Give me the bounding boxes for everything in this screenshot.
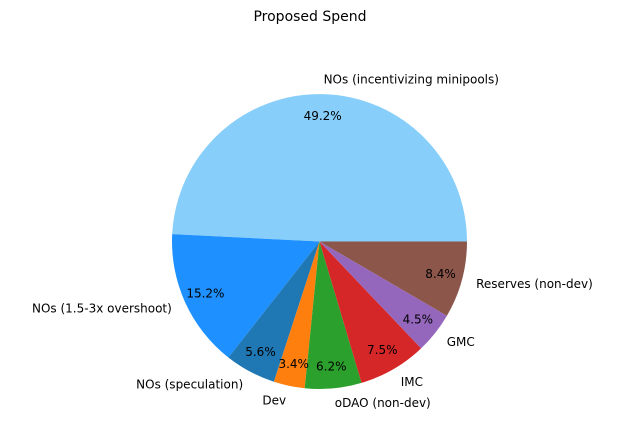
pct-label-reserves-non-dev: 8.4%: [425, 267, 456, 281]
pct-label-gmc: 4.5%: [403, 312, 434, 326]
category-label-nos-1-5-3x-overshoot: NOs (1.5-3x overshoot): [32, 302, 172, 316]
category-label-dev: Dev: [262, 393, 286, 407]
pct-label-odao-non-dev: 6.2%: [316, 359, 347, 373]
pie-slice-gmc: [319, 241, 447, 349]
category-label-nos-incentivizing-minipools: NOs (incentivizing minipools): [324, 72, 499, 86]
category-label-imc: IMC: [401, 375, 423, 389]
pct-label-dev: 3.4%: [278, 357, 309, 371]
pct-label-nos-speculation: 5.6%: [245, 345, 276, 359]
category-label-nos-speculation: NOs (speculation): [136, 378, 243, 392]
category-label-reserves-non-dev: Reserves (non-dev): [476, 277, 593, 291]
pie-slice-dev: [273, 241, 320, 389]
pie-slice-reserves-non-dev: [319, 241, 467, 316]
pct-label-imc: 7.5%: [367, 343, 398, 357]
pie-category-labels: NOs (incentivizing minipools) NOs (1.5-3x…: [32, 72, 593, 410]
pct-label-nos-incentivizing-minipools: 49.2%: [304, 109, 342, 123]
pie-slices: [172, 94, 467, 390]
pie-slice-nos-speculation: [228, 241, 320, 382]
pie-slice-imc: [319, 241, 422, 383]
category-label-odao-non-dev: oDAO (non-dev): [335, 396, 431, 410]
pie-slice-odao-non-dev: [304, 241, 362, 390]
category-label-gmc: GMC: [447, 335, 475, 349]
pie-slice-nos-incentivizing-minipools: [172, 94, 467, 242]
pie-percentage-labels: 49.2% 15.2% 5.6%3.4% 6.2% 7.5% 4.5% 8.4%: [186, 109, 455, 373]
pie-slice-nos-1-5-3x-overshoot: [172, 234, 320, 358]
chart-title: Proposed Spend: [253, 9, 366, 25]
pct-label-nos-1-5-3x-overshoot: 15.2%: [186, 286, 224, 300]
